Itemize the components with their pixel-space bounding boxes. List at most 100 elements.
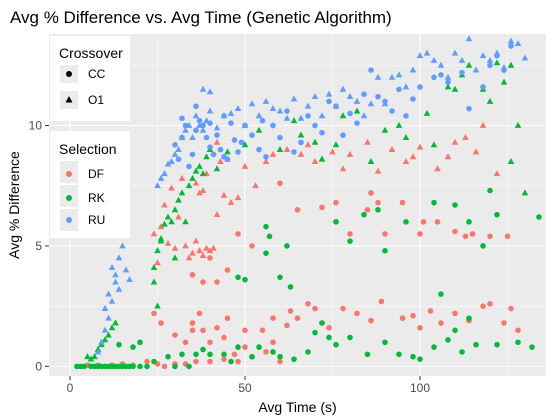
point-rk-circle: [494, 341, 500, 348]
point-rk-triangle: [87, 355, 95, 362]
point-ru-circle: [217, 146, 224, 153]
point-ru-circle: [270, 122, 276, 129]
point-ru-triangle: [353, 97, 361, 104]
point-df-circle: [189, 320, 196, 326]
point-rk-triangle: [514, 121, 522, 128]
point-df-triangle: [220, 191, 228, 198]
point-df-circle: [410, 312, 416, 319]
point-df-circle: [189, 327, 196, 334]
point-df-triangle: [493, 170, 501, 177]
point-df-circle: [277, 358, 283, 365]
point-rk-triangle: [175, 196, 182, 203]
point-rk-circle: [333, 341, 339, 348]
point-df-triangle: [346, 150, 354, 157]
point-ru-circle: [196, 117, 203, 124]
point-rk-triangle: [108, 324, 116, 331]
point-rk-circle: [277, 353, 283, 360]
point-df-triangle: [297, 150, 305, 157]
point-df-triangle: [451, 138, 459, 145]
legend-selection-label-1: RK: [88, 191, 105, 205]
point-rk-triangle: [189, 174, 196, 181]
point-df-triangle: [203, 244, 210, 251]
point-df-circle: [161, 363, 168, 370]
point-rk-triangle: [157, 237, 165, 244]
point-ru-triangle: [192, 112, 200, 119]
point-df-circle: [151, 310, 157, 317]
point-ru-triangle: [178, 133, 186, 140]
point-ru-triangle: [479, 52, 487, 59]
point-rk-circle: [235, 344, 241, 350]
point-ru-circle: [189, 151, 196, 158]
point-rk-circle: [186, 363, 192, 370]
point-rk-circle: [431, 199, 437, 206]
data-points: [74, 35, 542, 370]
point-df-circle: [221, 356, 227, 362]
point-ru-triangle: [402, 83, 410, 90]
point-ru-triangle: [332, 102, 340, 109]
point-rk-triangle: [493, 59, 501, 66]
point-ru-circle: [480, 84, 486, 90]
point-rk-circle: [137, 339, 143, 346]
point-df-circle: [452, 310, 458, 317]
point-df-circle: [462, 233, 469, 240]
point-rk-circle: [291, 356, 297, 362]
point-df-circle: [487, 233, 493, 240]
point-df-circle: [354, 310, 360, 317]
point-ru-triangle: [458, 56, 466, 63]
point-rk-triangle: [402, 133, 410, 140]
point-rk-circle: [305, 349, 311, 355]
point-ru-circle: [228, 120, 234, 126]
point-ru-circle: [319, 129, 325, 136]
point-rk-circle: [431, 344, 437, 350]
point-ru-triangle: [98, 338, 105, 345]
point-ru-triangle: [507, 37, 515, 44]
point-df-triangle: [185, 254, 193, 261]
point-rk-circle: [319, 320, 325, 326]
point-ru-circle: [263, 154, 269, 160]
gridlines: [49, 34, 546, 376]
point-df-circle: [231, 351, 238, 358]
point-rk-circle: [487, 187, 493, 194]
point-df-circle: [368, 190, 374, 196]
y-tick-label: 10: [29, 119, 43, 133]
point-df-triangle: [189, 249, 196, 256]
point-rk-circle: [361, 211, 367, 218]
point-df-circle: [144, 358, 150, 365]
point-df-circle: [196, 310, 203, 317]
x-axis-ticks: 0 50 100: [67, 376, 430, 395]
x-axis-label: Avg Time (s): [258, 399, 336, 415]
point-df-circle: [158, 320, 164, 326]
point-ru-triangle: [220, 112, 228, 119]
point-rk-circle: [172, 363, 178, 370]
point-df-circle: [508, 305, 514, 312]
point-rk-circle: [235, 274, 241, 281]
point-df-circle: [480, 303, 486, 309]
point-rk-triangle: [224, 148, 231, 155]
point-rk-circle: [364, 351, 371, 358]
point-ru-circle: [459, 69, 465, 76]
point-rk-triangle: [318, 155, 326, 162]
point-ru-circle: [431, 74, 437, 81]
point-df-triangle: [283, 146, 291, 153]
point-ru-circle: [326, 98, 332, 105]
chart-title: Avg % Difference vs. Avg Time (Genetic A…: [10, 8, 392, 27]
point-rk-triangle: [154, 247, 161, 254]
point-ru-triangle: [199, 126, 207, 133]
point-rk-circle: [270, 349, 276, 355]
point-ru-circle: [172, 141, 178, 148]
point-ru-triangle: [227, 109, 235, 116]
point-rk-circle: [382, 339, 388, 346]
point-df-triangle: [252, 182, 259, 189]
point-ru-triangle: [234, 105, 242, 112]
point-ru-triangle: [105, 314, 112, 321]
point-rk-triangle: [168, 218, 175, 225]
point-df-triangle: [462, 133, 469, 140]
point-ru-triangle: [311, 93, 319, 100]
point-rk-triangle: [276, 146, 284, 153]
point-rk-triangle: [171, 254, 179, 261]
point-rk-circle: [228, 358, 234, 365]
point-df-triangle: [269, 150, 277, 157]
point-df-triangle: [304, 141, 312, 148]
point-ru-circle: [347, 110, 353, 117]
point-ru-triangle: [325, 90, 333, 97]
